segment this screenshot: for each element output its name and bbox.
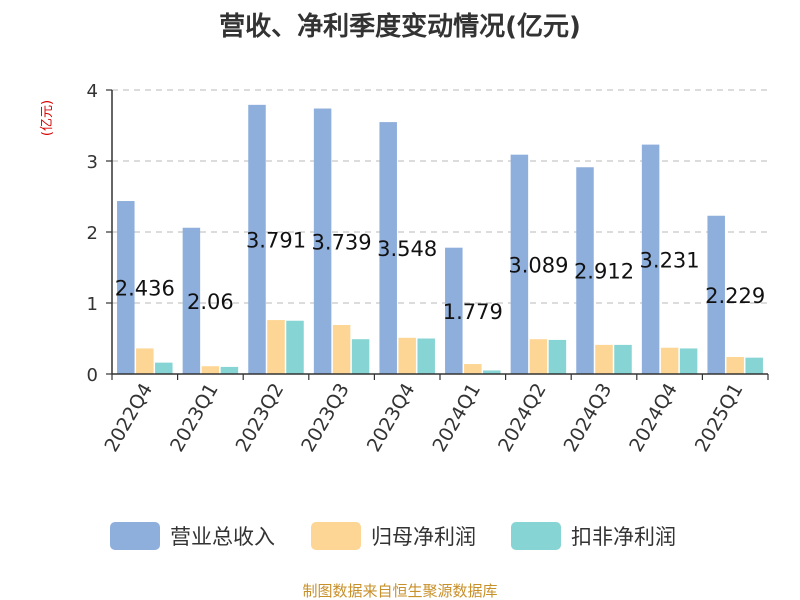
x-tick-label: 2024Q1 (428, 380, 485, 456)
data-label: 2.06 (187, 290, 234, 314)
bar-series-0 (576, 167, 594, 374)
data-label: 2.436 (115, 277, 175, 301)
data-label: 3.548 (377, 237, 437, 261)
y-tick-label: 1 (87, 294, 98, 315)
legend-swatch (511, 522, 561, 550)
y-tick-label: 2 (87, 223, 98, 244)
x-tick-label: 2024Q3 (560, 380, 617, 456)
bar-series-0 (510, 154, 529, 374)
bar-series-2 (351, 339, 370, 374)
bars (117, 104, 763, 375)
data-label: 3.739 (312, 230, 372, 254)
bar-series-0 (379, 122, 397, 374)
bar-series-2 (614, 344, 632, 374)
data-label: 3.791 (246, 228, 306, 252)
chart-title: 营收、净利季度变动情况(亿元) (219, 11, 581, 42)
x-tick-label: 2024Q2 (494, 380, 551, 456)
bar-series-2 (548, 339, 567, 374)
bar-series-1 (332, 325, 351, 374)
bar-series-1 (595, 344, 613, 374)
bar-series-2 (155, 362, 173, 374)
x-tick-label: 2025Q1 (691, 380, 748, 456)
legend-label: 扣非净利润 (571, 525, 676, 549)
y-axis-unit-label: (亿元) (40, 100, 55, 136)
legend-label: 营业总收入 (170, 525, 275, 549)
x-tick-label: 2023Q3 (297, 380, 354, 456)
bar-series-2 (286, 320, 304, 374)
bar-series-2 (745, 357, 763, 374)
bar-series-1 (398, 337, 416, 374)
bar-series-0 (182, 227, 201, 374)
legend-label: 归母净利润 (371, 525, 476, 549)
bar-series-0 (313, 108, 332, 374)
bar-series-1 (267, 320, 285, 374)
x-tick-label: 2023Q1 (166, 380, 223, 456)
legend: 营业总收入 归母净利润 扣非净利润 (110, 522, 676, 550)
data-source-footer: 制图数据来自恒生聚源数据库 (302, 582, 497, 600)
bar-series-2 (483, 370, 501, 374)
bar-series-0 (641, 144, 660, 374)
x-tick-label: 2024Q4 (625, 380, 682, 456)
x-tick-label: 2023Q2 (232, 380, 289, 456)
bar-series-0 (707, 215, 725, 374)
legend-swatch (311, 522, 361, 550)
data-label: 1.779 (443, 300, 503, 324)
bar-series-2 (417, 338, 435, 374)
x-tick-label: 2023Q4 (363, 380, 420, 456)
bar-series-1 (726, 356, 744, 374)
data-label: 3.089 (508, 253, 568, 277)
bar-series-1 (136, 348, 154, 374)
data-label: 3.231 (640, 248, 700, 272)
bar-series-1 (529, 339, 548, 374)
data-label: 2.912 (574, 260, 634, 284)
bar-series-1 (464, 364, 482, 374)
bar-series-0 (248, 104, 266, 375)
bar-series-0 (117, 201, 135, 374)
bar-series-1 (660, 347, 679, 374)
data-label: 2.229 (705, 284, 765, 308)
y-tick-label: 3 (87, 152, 98, 173)
y-tick-label: 0 (87, 365, 98, 386)
x-tick-label: 2022Q4 (100, 380, 157, 456)
bar-series-2 (679, 348, 698, 374)
legend-swatch (110, 522, 160, 550)
bar-series-2 (220, 366, 239, 374)
bar-series-0 (445, 247, 463, 374)
bar-series-1 (201, 366, 220, 374)
y-tick-label: 4 (87, 81, 98, 102)
